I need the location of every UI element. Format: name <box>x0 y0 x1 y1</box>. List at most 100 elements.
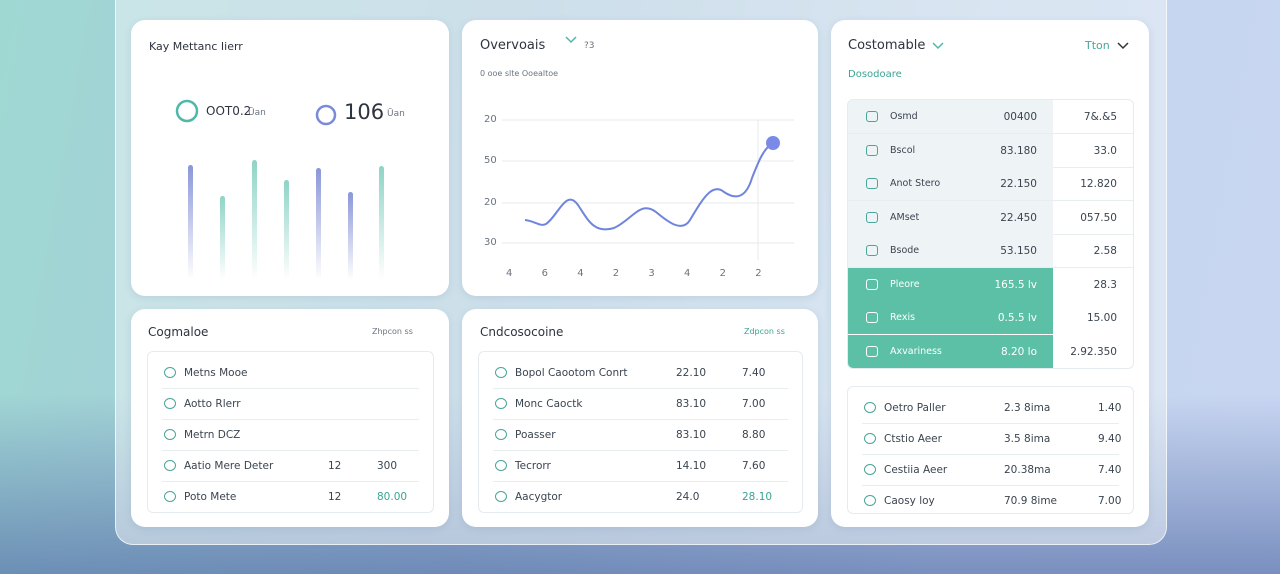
cell: 70.9 8ime <box>1004 495 1058 507</box>
cell: 7.60 <box>742 460 766 472</box>
row-bg <box>848 133 1053 167</box>
row-icon <box>866 178 878 189</box>
cell: 7.00 <box>1098 495 1122 507</box>
bar <box>220 196 225 280</box>
list-row: Poasser 83.10 8.80 <box>493 419 788 451</box>
cell: Axvariness <box>890 345 942 357</box>
filter[interactable]: Tton <box>1085 39 1110 52</box>
list-row: Caosy loy 70.9 8ime 7.00 <box>862 485 1122 516</box>
row-icon <box>495 429 507 440</box>
cell: Bsode <box>890 245 920 256</box>
cell: 7.40 <box>742 367 766 379</box>
x-tick-label: 4 <box>577 268 584 279</box>
cell: 3.5 8ima <box>1004 433 1051 445</box>
table: Osmd 00400 7&.&5 Bscol 83.180 33.0 Anot Stero 2… <box>847 99 1134 369</box>
row-icon <box>866 245 878 256</box>
point <box>766 136 780 150</box>
cell: 28.10 <box>742 491 773 503</box>
row-icon <box>164 367 176 378</box>
row-icon <box>495 398 507 409</box>
metric-value: OOT0.2 <box>206 104 252 118</box>
metrics-graphics <box>175 99 384 280</box>
cell: 53.150 <box>1000 245 1037 257</box>
badge: ?3 <box>584 41 595 51</box>
list: Bopol Caootom Conrt 22.10 7.40 Monc Caoctk 8… <box>478 351 803 513</box>
list-row: Cestiia Aeer 20.38ma 7.40 <box>862 454 1122 486</box>
row-icon <box>864 402 876 413</box>
cell: 83.10 <box>676 398 707 410</box>
bar <box>348 192 353 280</box>
row-icon <box>866 144 878 156</box>
subtitle: 0 ooe slte Ooealtoe <box>480 69 559 78</box>
list-row: Bopol Caootom Conrt 22.10 7.40 <box>493 357 788 389</box>
y-tick-label: 20 <box>484 197 497 208</box>
row-bg <box>848 234 1053 267</box>
row-icon <box>866 278 878 290</box>
list: Metns Mooe Aotto Rlerr Metrn DCZ Aatio Mere… <box>147 351 434 513</box>
cell: Poasser <box>515 429 556 441</box>
y-tick-label: 20 <box>484 114 497 125</box>
cell: 83.10 <box>676 429 707 441</box>
cell: 300 <box>377 460 398 472</box>
x-tick-label: 2 <box>755 268 762 279</box>
cell: 83.180 <box>1000 144 1037 157</box>
cell: Cestiia Aeer <box>884 464 948 476</box>
cell: 22.10 <box>676 367 707 379</box>
left-list-card: Cogmaloe Zhpcon ss Metns Mooe Aotto Rlerr… <box>131 309 449 527</box>
bar <box>379 166 384 280</box>
cell: 8.20 lo <box>1000 345 1037 358</box>
line <box>524 142 774 231</box>
table-row: Anot Stero 22.150 12.820 <box>848 167 1133 201</box>
table-row: Axvariness 8.20 lo 2.92.350 <box>848 334 1133 368</box>
cell: Rexis <box>890 312 916 323</box>
dropdown-icon <box>1117 42 1129 50</box>
row-icon <box>164 398 176 409</box>
metric-value: 106 <box>344 100 385 124</box>
list-row: Aacygtor 24.0 28.10 <box>493 481 788 512</box>
cell: AMset <box>890 211 920 223</box>
overview-card: Overvoais ?3 0 ooe slte Ooealtoe 20 50 20 3… <box>462 20 818 296</box>
row-icon <box>864 495 876 506</box>
cell: 22.150 <box>1000 178 1037 190</box>
x-tick-label: 6 <box>541 268 548 279</box>
link[interactable]: Zdpcon ss <box>744 327 785 336</box>
cell: 12 <box>328 460 342 472</box>
bar <box>252 160 257 280</box>
cell: 80.00 <box>377 491 408 503</box>
dropdown-icon <box>932 42 944 50</box>
cell: 12 <box>328 491 342 503</box>
cell: Aotto Rlerr <box>184 398 241 410</box>
y-tick-label: 30 <box>484 237 497 248</box>
cell: 20.38ma <box>1004 464 1051 476</box>
row-icon <box>164 460 176 471</box>
cell: 2.3 8ima <box>1004 402 1051 414</box>
x-tick-label: 4 <box>506 268 513 279</box>
cell: 1.40 <box>1098 402 1122 414</box>
cell: 7.00 <box>742 398 766 410</box>
metric-unit: Ūan <box>387 109 405 119</box>
cell: 8.80 <box>742 429 766 441</box>
list-row: Metrn DCZ <box>162 419 419 451</box>
table-row: Osmd 00400 7&.&5 <box>848 100 1133 134</box>
cell: Anot Stero <box>890 178 941 189</box>
cell: Tecrorr <box>515 460 551 472</box>
cell: 7.40 <box>1098 464 1122 476</box>
card-title: Cogmaloe <box>148 325 209 339</box>
grid <box>502 119 794 260</box>
cell: Ctstio Aeer <box>884 433 942 445</box>
list-row: Oetro Paller 2.3 8ima 1.40 <box>862 392 1122 424</box>
x-tick-label: 4 <box>684 268 691 279</box>
cell: Monc Caoctk <box>515 398 583 410</box>
cell: Bscol <box>890 144 916 156</box>
list-row: Metns Mooe <box>162 357 419 389</box>
row-bg <box>848 100 1053 133</box>
card-title: Kay Mettanc Iierr <box>149 40 243 53</box>
link[interactable]: Zhpcon ss <box>372 327 413 336</box>
cell: Oetro Paller <box>884 402 946 414</box>
cell: 00400 <box>1003 111 1037 123</box>
table-row: Bscol 83.180 33.0 <box>848 133 1133 168</box>
row-bg <box>848 200 1053 234</box>
cell: 9.40 <box>1098 433 1122 445</box>
line-chart <box>502 36 794 260</box>
row-icon <box>866 312 878 323</box>
